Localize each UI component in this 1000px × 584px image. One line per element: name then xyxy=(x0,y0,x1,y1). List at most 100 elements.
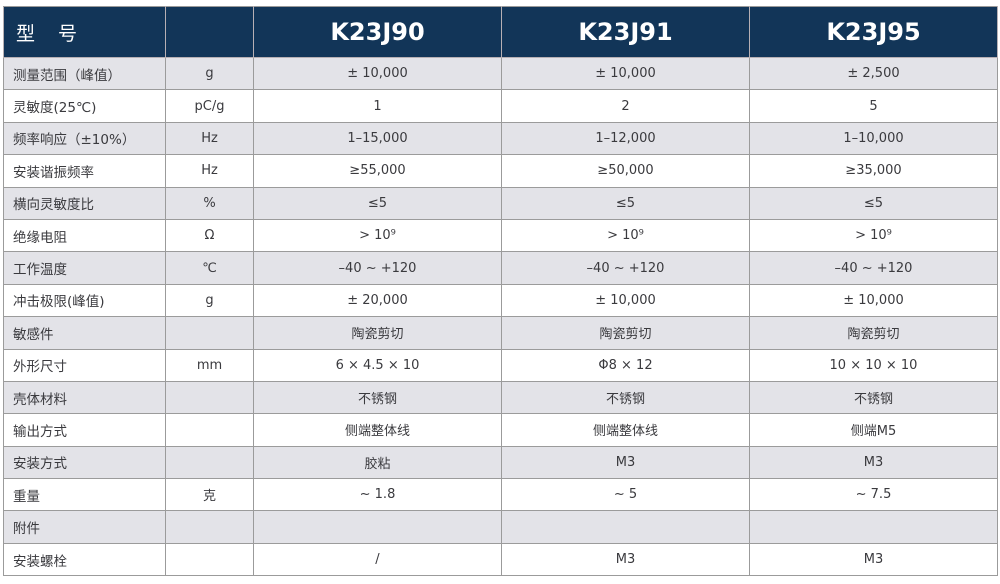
spec-value-cell: ~ 7.5 xyxy=(749,478,998,512)
spec-label-cell: 测量范围（峰值） xyxy=(3,56,166,91)
table-row-insulation-resistance: 绝缘电阻 Ω > 10⁹ > 10⁹ > 10⁹ xyxy=(3,218,998,253)
spec-value-cell: –40 ~ +120 xyxy=(253,251,502,285)
spec-value-cell: ≤5 xyxy=(501,186,750,220)
spec-label-cell: 敏感件 xyxy=(3,316,166,350)
spec-unit-cell: ℃ xyxy=(165,251,254,285)
spec-value-cell: M3 xyxy=(501,542,750,577)
spec-value-cell xyxy=(749,510,998,544)
spec-value-cell: 1 xyxy=(253,89,502,123)
spec-label-cell: 输出方式 xyxy=(3,413,166,447)
spec-value-cell: 不锈钢 xyxy=(749,380,998,415)
spec-label-cell: 重量 xyxy=(3,478,166,512)
spec-value-cell: 不锈钢 xyxy=(253,380,502,415)
spec-value-cell: ± 2,500 xyxy=(749,56,998,91)
spec-value-cell: 陶瓷剪切 xyxy=(501,316,750,350)
table-row-mounted-resonance: 安装谐振频率 Hz ≥55,000 ≥50,000 ≥35,000 xyxy=(3,154,998,188)
spec-value-cell: 侧端整体线 xyxy=(501,413,750,447)
spec-unit-cell: mm xyxy=(165,348,254,382)
spec-value-cell: ≥55,000 xyxy=(253,154,502,188)
spec-value-cell: ± 10,000 xyxy=(749,283,998,318)
spec-unit-cell xyxy=(165,445,254,480)
spec-unit-cell xyxy=(165,316,254,350)
spec-unit-cell: Hz xyxy=(165,121,254,156)
spec-unit-cell: Hz xyxy=(165,154,254,188)
spec-unit-cell: g xyxy=(165,56,254,91)
spec-value-cell: –40 ~ +120 xyxy=(501,251,750,285)
spec-value-cell: ± 10,000 xyxy=(501,283,750,318)
spec-value-cell: 1–10,000 xyxy=(749,121,998,156)
spec-label-cell: 工作温度 xyxy=(3,251,166,285)
spec-value-cell: ≥35,000 xyxy=(749,154,998,188)
table-row-accessories: 附件 xyxy=(3,510,998,544)
spec-value-cell: 不锈钢 xyxy=(501,380,750,415)
spec-label-cell: 外形尺寸 xyxy=(3,348,166,382)
spec-value-cell: ~ 5 xyxy=(501,478,750,512)
table-row-transverse-sensitivity: 横向灵敏度比 % ≤5 ≤5 ≤5 xyxy=(3,186,998,220)
table-row-weight: 重量 克 ~ 1.8 ~ 5 ~ 7.5 xyxy=(3,478,998,512)
header-model-label: 型 号 xyxy=(3,6,166,58)
spec-label-cell: 频率响应（±10%） xyxy=(3,121,166,156)
spec-value-cell: ± 10,000 xyxy=(501,56,750,91)
spec-value-cell: 6 × 4.5 × 10 xyxy=(253,348,502,382)
spec-unit-cell: pC/g xyxy=(165,89,254,123)
spec-label-cell: 安装谐振频率 xyxy=(3,154,166,188)
spec-value-cell: > 10⁹ xyxy=(253,218,502,253)
spec-value-cell: 陶瓷剪切 xyxy=(253,316,502,350)
spec-value-cell: > 10⁹ xyxy=(749,218,998,253)
spec-value-cell xyxy=(253,510,502,544)
spec-unit-cell: Ω xyxy=(165,218,254,253)
spec-value-cell: / xyxy=(253,542,502,577)
spec-label-cell: 安装方式 xyxy=(3,445,166,480)
spec-value-cell: Φ8 × 12 xyxy=(501,348,750,382)
spec-value-cell: 陶瓷剪切 xyxy=(749,316,998,350)
table-row-operating-temperature: 工作温度 ℃ –40 ~ +120 –40 ~ +120 –40 ~ +120 xyxy=(3,251,998,285)
spec-value-cell: ~ 1.8 xyxy=(253,478,502,512)
spec-value-cell: > 10⁹ xyxy=(501,218,750,253)
spec-label-cell: 安装螺栓 xyxy=(3,542,166,577)
spec-unit-cell: 克 xyxy=(165,478,254,512)
spec-value-cell: 2 xyxy=(501,89,750,123)
table-row-frequency-response: 频率响应（±10%） Hz 1–15,000 1–12,000 1–10,000 xyxy=(3,121,998,156)
spec-label-cell: 绝缘电阻 xyxy=(3,218,166,253)
spec-value-cell: M3 xyxy=(749,542,998,577)
table-row-measuring-range: 测量范围（峰值） g ± 10,000 ± 10,000 ± 2,500 xyxy=(3,56,998,91)
spec-value-cell: ± 10,000 xyxy=(253,56,502,91)
spec-value-cell: 侧端M5 xyxy=(749,413,998,447)
table-row-mounting-stud: 安装螺栓 / M3 M3 xyxy=(3,542,998,577)
spec-value-cell: 5 xyxy=(749,89,998,123)
spec-label-cell: 灵敏度(25℃) xyxy=(3,89,166,123)
spec-value-cell: –40 ~ +120 xyxy=(749,251,998,285)
spec-value-cell: M3 xyxy=(749,445,998,480)
spec-value-cell: ± 20,000 xyxy=(253,283,502,318)
spec-unit-cell xyxy=(165,413,254,447)
spec-value-cell: M3 xyxy=(501,445,750,480)
spec-value-cell: 胶粘 xyxy=(253,445,502,480)
spec-value-cell: 10 × 10 × 10 xyxy=(749,348,998,382)
spec-value-cell: 1–12,000 xyxy=(501,121,750,156)
table-row-output-type: 输出方式 侧端整体线 侧端整体线 侧端M5 xyxy=(3,413,998,447)
spec-value-cell: 侧端整体线 xyxy=(253,413,502,447)
spec-unit-cell xyxy=(165,380,254,415)
table-row-case-material: 壳体材料 不锈钢 不锈钢 不锈钢 xyxy=(3,380,998,415)
spec-value-cell: ≤5 xyxy=(253,186,502,220)
header-unit-spacer xyxy=(165,6,254,58)
table-row-sensing-element: 敏感件 陶瓷剪切 陶瓷剪切 陶瓷剪切 xyxy=(3,316,998,350)
spec-unit-cell: % xyxy=(165,186,254,220)
spec-value-cell: 1–15,000 xyxy=(253,121,502,156)
spec-label-cell: 附件 xyxy=(3,510,166,544)
table-row-shock-limit: 冲击极限(峰值) g ± 20,000 ± 10,000 ± 10,000 xyxy=(3,283,998,318)
spec-unit-cell xyxy=(165,542,254,577)
table-row-mounting: 安装方式 胶粘 M3 M3 xyxy=(3,445,998,480)
spec-value-cell xyxy=(501,510,750,544)
header-model-k23j90: K23J90 xyxy=(253,6,502,58)
spec-value-cell: ≤5 xyxy=(749,186,998,220)
header-model-k23j95: K23J95 xyxy=(749,6,998,58)
spec-label-cell: 壳体材料 xyxy=(3,380,166,415)
table-row-sensitivity: 灵敏度(25℃) pC/g 1 2 5 xyxy=(3,89,998,123)
spec-label-cell: 冲击极限(峰值) xyxy=(3,283,166,318)
spec-table: 型 号 K23J90 K23J91 K23J95 测量范围（峰值） g ± 10… xyxy=(3,6,998,577)
header-model-k23j91: K23J91 xyxy=(501,6,750,58)
spec-unit-cell: g xyxy=(165,283,254,318)
table-header-row: 型 号 K23J90 K23J91 K23J95 xyxy=(3,6,998,58)
